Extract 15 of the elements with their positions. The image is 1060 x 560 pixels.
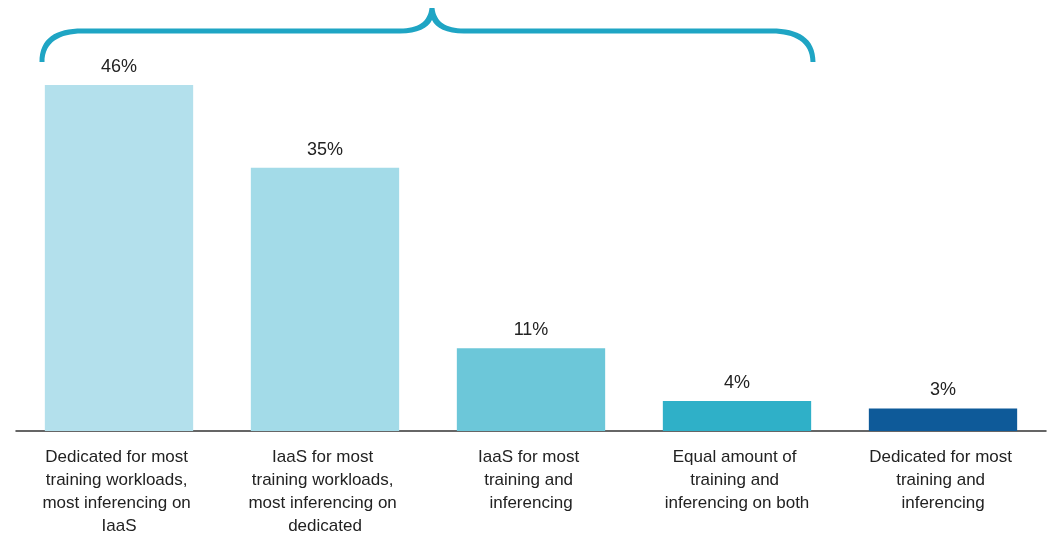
bar (868, 408, 1018, 431)
bar (456, 348, 606, 431)
bar (662, 400, 812, 431)
x-tick-label: Dedicated for most training workloads, most inferencing on IaaS (42, 447, 196, 535)
data-label: 35% (306, 138, 344, 159)
x-tick-label: IaaS for most training workloads, most inferencing on dedicated (248, 447, 402, 535)
x-tick-label: Equal amount of training and inferencing on both (664, 447, 810, 512)
data-label: 46% (100, 56, 138, 76)
bar (250, 167, 400, 431)
data-label: 3% (929, 379, 957, 400)
bar (44, 85, 194, 431)
data-label: 4% (723, 371, 751, 392)
data-label: 11% (513, 319, 549, 340)
x-tick-label: IaaS for most training and inferencing (478, 447, 584, 512)
x-tick-label: Dedicated for most training and inferencing (869, 447, 1017, 512)
